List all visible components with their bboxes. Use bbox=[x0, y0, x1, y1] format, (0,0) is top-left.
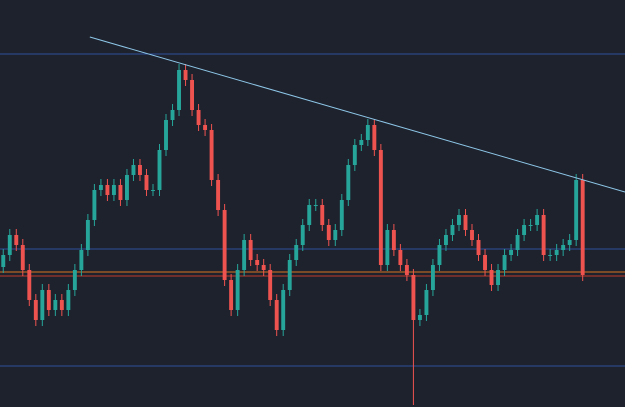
candle-body bbox=[339, 200, 344, 230]
candle-body bbox=[261, 265, 266, 270]
candle-body bbox=[138, 165, 142, 175]
candle-body bbox=[450, 225, 455, 235]
candle-body bbox=[574, 180, 579, 240]
candle-body bbox=[287, 260, 292, 290]
candle-body bbox=[222, 210, 227, 280]
candle-body bbox=[320, 205, 325, 225]
candle-body bbox=[294, 245, 299, 260]
candle-body bbox=[496, 270, 500, 285]
candle-body bbox=[46, 290, 51, 310]
candle-body bbox=[196, 110, 201, 125]
candle-body bbox=[125, 175, 129, 200]
candle-body bbox=[118, 185, 123, 200]
candle-body bbox=[190, 80, 195, 110]
candle-body bbox=[346, 165, 351, 200]
candle-body bbox=[85, 220, 90, 250]
candle-body bbox=[385, 230, 390, 265]
candle-body bbox=[59, 300, 64, 310]
candle-body bbox=[98, 185, 103, 190]
candle-body bbox=[535, 215, 540, 225]
candle-body bbox=[203, 125, 208, 130]
candle-body bbox=[378, 150, 383, 265]
candle-body bbox=[404, 265, 409, 275]
candle-body bbox=[255, 260, 260, 265]
candle-body bbox=[489, 270, 494, 285]
candle-body bbox=[248, 240, 253, 260]
candle-body bbox=[437, 245, 442, 265]
candle-body bbox=[72, 270, 77, 290]
candle-body bbox=[522, 225, 527, 235]
candle-body bbox=[483, 255, 487, 270]
candle-body bbox=[33, 300, 38, 320]
candle-body bbox=[209, 130, 214, 180]
candle-body bbox=[144, 175, 149, 190]
candle-body bbox=[457, 215, 461, 225]
candle-body bbox=[105, 185, 110, 195]
candle-body bbox=[274, 300, 279, 330]
candle-body bbox=[131, 165, 136, 175]
candle-body bbox=[183, 70, 188, 80]
candle-body bbox=[170, 110, 175, 120]
candle-body bbox=[326, 225, 331, 240]
candle-body bbox=[502, 255, 507, 270]
candle-body bbox=[541, 215, 546, 255]
candle-body bbox=[417, 315, 422, 320]
candle-body bbox=[359, 140, 364, 145]
trendline bbox=[89, 36, 625, 193]
candle-body bbox=[235, 270, 240, 310]
candle-body bbox=[1, 255, 6, 267]
candle-body bbox=[509, 250, 514, 255]
candle-body bbox=[307, 205, 312, 225]
candle-body bbox=[27, 270, 32, 300]
candle-body bbox=[561, 245, 566, 250]
candle-body bbox=[430, 265, 435, 290]
candle-body bbox=[424, 290, 429, 315]
candle-body bbox=[528, 225, 533, 226]
candle-body bbox=[53, 300, 58, 310]
candle-body bbox=[515, 235, 520, 250]
candle-body bbox=[580, 180, 585, 275]
candle-body bbox=[79, 250, 84, 270]
candle-body bbox=[92, 190, 97, 220]
candle-body bbox=[216, 180, 221, 210]
candle-body bbox=[463, 215, 468, 230]
candle-body bbox=[229, 280, 234, 310]
candle-body bbox=[476, 240, 481, 255]
candle-body bbox=[111, 185, 116, 195]
candle-body bbox=[157, 150, 162, 190]
candle-body bbox=[281, 290, 286, 330]
candle-body bbox=[444, 235, 448, 245]
candle-body bbox=[268, 270, 273, 300]
candle-body bbox=[177, 70, 181, 110]
candle-body bbox=[470, 230, 474, 240]
candle-body bbox=[7, 235, 12, 255]
candle-body bbox=[352, 145, 357, 165]
candle-body bbox=[411, 275, 416, 320]
candle-body bbox=[164, 120, 168, 150]
candle-body bbox=[398, 250, 403, 265]
candle-body bbox=[365, 125, 370, 140]
candle-body bbox=[313, 205, 318, 206]
candle-body bbox=[333, 230, 338, 240]
candle-body bbox=[300, 225, 305, 245]
candle-body bbox=[242, 240, 247, 270]
candle-body bbox=[20, 245, 25, 270]
candle-body bbox=[151, 190, 155, 191]
candle-body bbox=[66, 290, 71, 310]
candle-body bbox=[14, 235, 19, 245]
candle-body bbox=[548, 255, 553, 256]
candle-body bbox=[40, 290, 45, 320]
candle-body bbox=[554, 250, 559, 255]
candle-body bbox=[567, 240, 572, 245]
candle-body bbox=[391, 230, 396, 250]
candle-body bbox=[372, 125, 377, 150]
